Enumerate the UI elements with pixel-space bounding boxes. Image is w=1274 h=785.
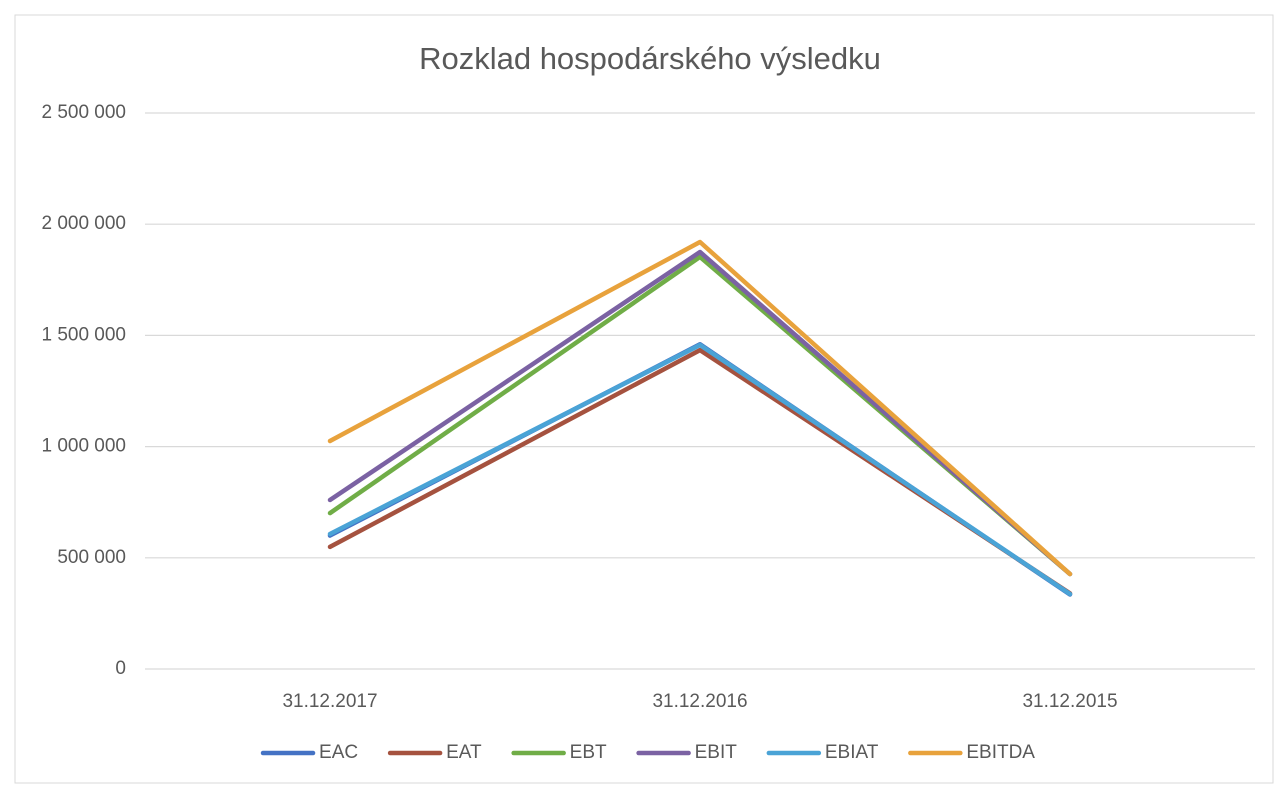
legend-label: EBT	[570, 742, 607, 763]
legend-item: EAT	[387, 742, 482, 763]
y-tick-label: 1 000 000	[41, 436, 126, 457]
x-tick-label: 31.12.2015	[1022, 691, 1117, 712]
chart-border	[14, 14, 1274, 784]
legend-label: EBITDA	[966, 742, 1035, 763]
y-tick-label: 500 000	[57, 547, 126, 568]
y-tick-label: 1 500 000	[41, 324, 126, 345]
legend-item: EBT	[511, 742, 607, 763]
series-line	[327, 342, 1073, 597]
y-tick-label: 2 500 000	[41, 102, 126, 123]
legend-item: EBITDA	[908, 742, 1035, 763]
legend-item: EAC	[260, 742, 358, 763]
y-tick-label: 0	[115, 658, 126, 679]
legend-label: EBIT	[695, 742, 738, 763]
x-tick-label: 31.12.2016	[652, 691, 747, 712]
series-line	[327, 249, 1073, 577]
y-tick-label: 2 000 000	[41, 213, 126, 234]
chart-title: Rozklad hospodárského výsledku	[419, 41, 881, 76]
legend-label: EAT	[446, 742, 482, 763]
legend-item: EBIAT	[766, 742, 879, 763]
series-line	[327, 239, 1073, 577]
legend-label: EAC	[319, 742, 358, 763]
legend-label: EBIAT	[825, 742, 879, 763]
legend-item: EBIT	[636, 742, 738, 763]
x-tick-label: 31.12.2017	[282, 691, 377, 712]
